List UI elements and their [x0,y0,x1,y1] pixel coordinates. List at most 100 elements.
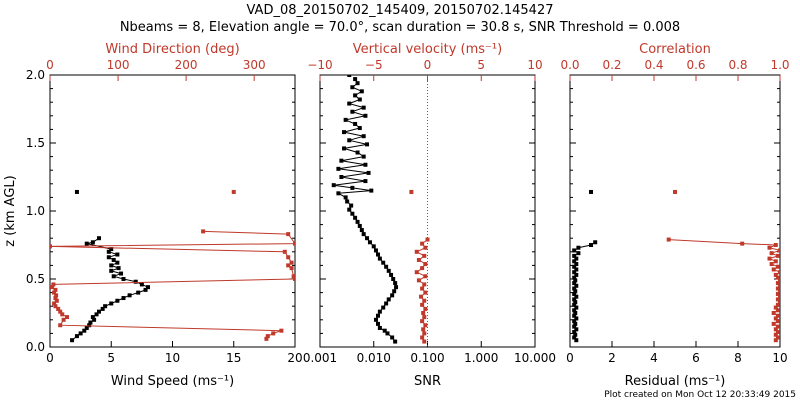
top-axis-label: Correlation [639,42,711,57]
data-point [775,297,780,302]
data-point [420,302,425,307]
data-point [115,260,120,265]
data-point [109,263,114,268]
top-tick-label: 1.0 [770,58,789,72]
data-point [573,321,578,326]
data-point [345,199,350,204]
data-point [56,306,61,311]
data-point [336,191,341,196]
data-point [109,301,114,306]
data-point [422,331,427,336]
y-tick-label: 1.5 [26,136,45,150]
data-point [342,130,347,135]
data-point [361,232,366,237]
data-point [369,188,374,193]
data-point [423,262,428,267]
data-point [775,324,780,329]
data-point [371,244,376,249]
data-point [363,113,368,118]
data-point [767,256,772,261]
y-tick-label: 2.0 [26,68,45,82]
data-point [366,170,371,175]
data-point [391,277,396,281]
data-point [589,243,593,247]
data-point [373,317,378,322]
top-tick-label: 0.6 [686,58,705,72]
data-point [778,278,780,283]
data-point [347,75,352,77]
data-point [359,228,364,233]
data-point [90,240,95,245]
data-point [573,300,578,305]
data-point [121,296,126,301]
data-point [775,253,780,258]
top-tick-label: 0 [424,58,432,72]
data-point [54,298,59,303]
data-point [384,264,389,269]
data-point [133,279,138,284]
data-point [771,311,776,315]
data-point [771,321,776,326]
data-point [773,327,778,332]
data-point [576,251,581,256]
data-point [423,290,428,295]
data-point [116,266,121,271]
data-point [574,305,579,310]
data-point [357,126,362,131]
data-point [767,245,772,250]
data-point [355,219,360,224]
data-point [264,336,269,341]
data-point [94,312,99,317]
data-point [572,264,577,269]
series-bottom [331,75,399,344]
data-point [377,256,382,261]
data-point [775,291,780,296]
data-point [422,339,427,344]
series-top [666,189,780,343]
data-point [350,85,355,90]
top-tick-label: 0 [46,58,54,72]
data-point [572,324,577,329]
data-point [390,293,395,298]
data-point [109,247,114,252]
data-point [421,311,426,315]
figure-subtitle: Nbeams = 8, Elevation angle = 70.0°, sca… [120,20,680,35]
data-point [423,274,428,279]
data-point [572,275,577,280]
data-point [573,289,578,294]
panel-frame [49,74,296,348]
data-point [421,327,426,332]
data-point [343,117,348,122]
bottom-tick-label: 2 [608,351,616,365]
data-point [336,166,341,171]
data-point [423,323,428,328]
bottom-tick-label: 5 [107,351,115,365]
data-point [342,146,347,151]
bottom-tick-label: 8 [734,351,742,365]
data-point [347,138,352,143]
series-line [50,230,295,340]
data-point [350,211,355,216]
data-point [50,285,55,290]
bottom-tick-label: 0.100 [410,351,444,365]
data-point [775,286,780,291]
data-point [97,309,101,314]
data-point [201,229,206,234]
data-point [740,241,745,246]
data-point [106,249,111,254]
data-point [572,270,577,275]
data-point [422,282,427,287]
data-point [353,121,358,126]
data-point [574,256,579,261]
data-point [339,158,344,163]
data-point [778,300,780,305]
data-point [381,260,386,265]
data-point [103,304,108,309]
data-point [54,293,59,298]
data-point [50,244,52,249]
data-point [574,267,579,272]
data-point [572,330,577,335]
data-point [53,304,58,309]
data-point [286,232,291,237]
